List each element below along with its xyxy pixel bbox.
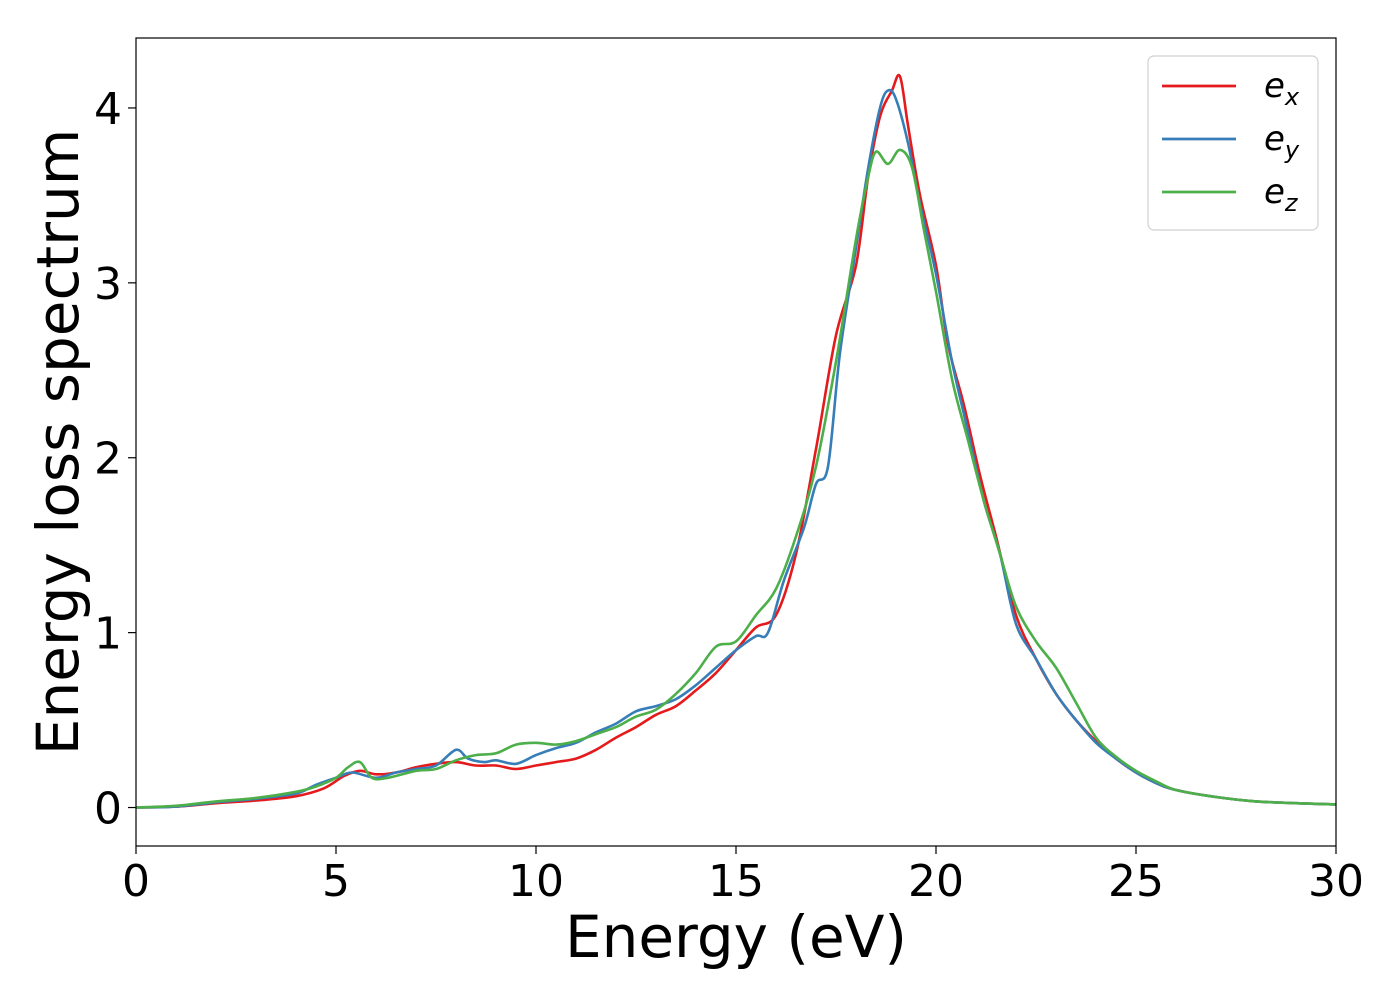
y-tick-label: 1 <box>94 609 122 660</box>
x-tick-label: 10 <box>508 856 564 907</box>
x-tick-label: 25 <box>1108 856 1164 907</box>
x-tick-label: 5 <box>322 856 350 907</box>
x-tick-label: 0 <box>122 856 150 907</box>
legend-box <box>1147 55 1319 231</box>
x-tick-label: 30 <box>1308 856 1364 907</box>
y-tick-label: 2 <box>94 434 122 485</box>
x-axis: 0 5 10 15 20 25 30 <box>122 846 1364 907</box>
y-tick-label: 0 <box>94 784 122 835</box>
x-tick-label: 20 <box>908 856 964 907</box>
y-tick-label: 4 <box>94 84 122 135</box>
y-axis-title: Energy loss spectrum <box>24 129 92 755</box>
series-line-y <box>135 88 1337 809</box>
series-line-z <box>135 148 1337 809</box>
x-tick-label: 15 <box>708 856 764 907</box>
x-axis-title: Energy (eV) <box>565 903 907 971</box>
plot-background <box>136 38 1336 846</box>
y-axis: 0 1 2 3 4 <box>94 84 136 835</box>
series-layer <box>135 73 1337 809</box>
y-tick-label: 3 <box>94 259 122 310</box>
